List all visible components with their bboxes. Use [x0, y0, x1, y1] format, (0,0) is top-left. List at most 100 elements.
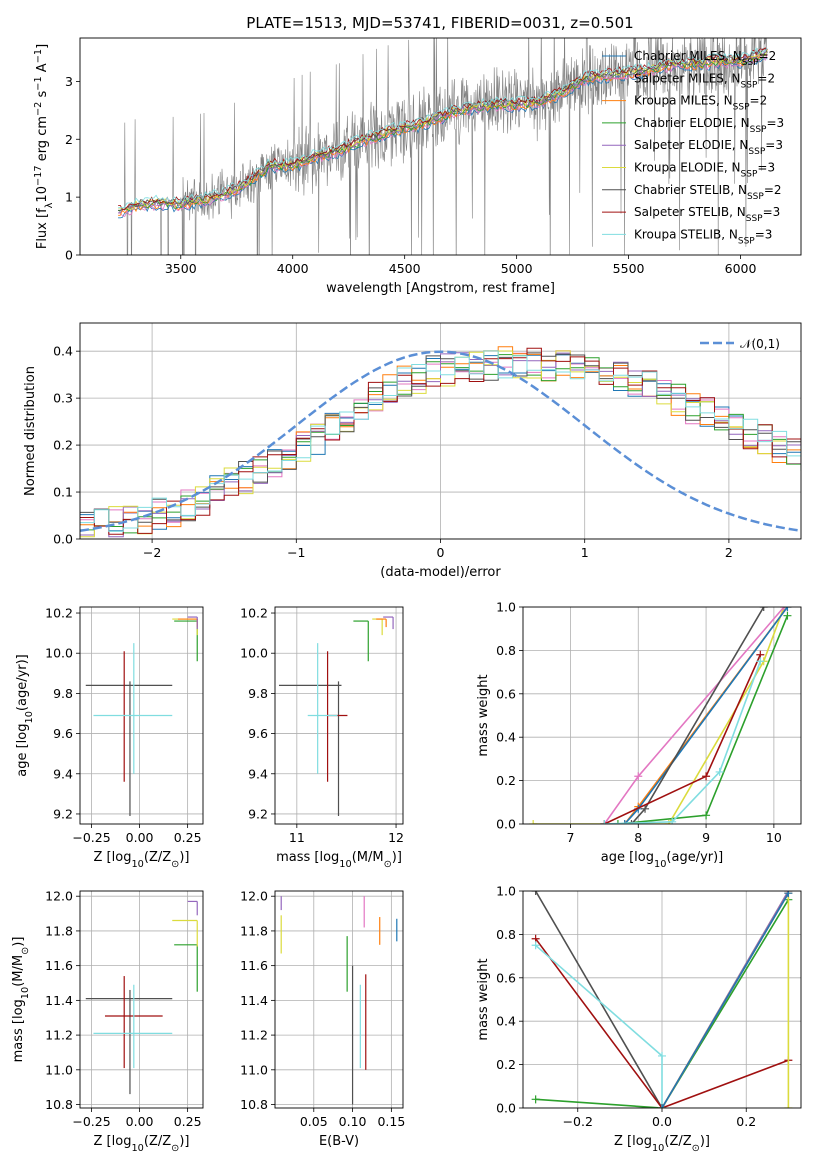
- y-tick-label: 0.4: [53, 344, 73, 359]
- y-tick-label: 11.4: [45, 993, 73, 1008]
- axes-frame: [522, 606, 802, 825]
- x-tick-label: 0: [437, 545, 445, 560]
- normal-legend-label: 𝒩(0,1): [740, 337, 780, 351]
- panel-spectrum: 3500 4000 4500 5000 5500 6000 0 1 2 3 wavelength […: [33, 37, 802, 296]
- x-tick-label: 4500: [389, 261, 421, 276]
- legend-label: Chabrier MILES, NSSP=2: [634, 49, 776, 68]
- legend-label: Kroupa STELIB, NSSP=3: [634, 227, 772, 246]
- x-tick-label: 6000: [725, 261, 757, 276]
- y-tick-label: 9.4: [248, 766, 268, 781]
- y-axis-label: Flux [fλ10−17 erg cm−2 s−1 A−1]: [33, 44, 55, 249]
- x-axis-label: Z [log10(Z/Z⊙)]: [94, 850, 190, 870]
- axes-frame: [79, 890, 204, 1109]
- plot-area: [117, 38, 768, 255]
- y-tick-label: 11.4: [240, 993, 268, 1008]
- x-tick-label: 10: [766, 830, 782, 845]
- legend-label: Kroupa ELODIE, NSSP=3: [634, 161, 775, 180]
- model-line-chabrier-miles: [118, 58, 768, 219]
- y-tick-label: 1.0: [496, 600, 516, 615]
- x-tick-label: −0.25: [72, 830, 110, 845]
- model-line-kroupa-elodie: [118, 49, 768, 211]
- y-tick-label: 0.0: [53, 532, 73, 547]
- y-tick-label: 9.6: [248, 726, 268, 741]
- axes-frame: [79, 606, 204, 825]
- plot-area: [275, 891, 403, 1108]
- legend-label: Salpeter MILES, NSSP=2: [634, 71, 775, 90]
- x-axis-label: age [log10(age/yr)]: [601, 850, 724, 870]
- x-tick-label: 0.0: [652, 1114, 672, 1129]
- y-tick-label: 11.2: [240, 1028, 268, 1043]
- mass-weight-marker-kroupa-stelib: [658, 1051, 666, 1060]
- y-axis-label: mass [log10(M/M⊙)]: [11, 937, 31, 1063]
- y-tick-label: 0.1: [53, 485, 73, 500]
- mass-weight-marker-chabrier-stelib: [531, 891, 540, 895]
- y-tick-label: 0.3: [53, 391, 73, 406]
- x-tick-label: −0.2: [563, 1114, 593, 1129]
- axes-frame: [274, 890, 404, 1109]
- mass-weight-marker-kroupa-elodie: [529, 820, 538, 824]
- plot-area: [275, 607, 403, 824]
- x-tick-label: 0.05: [300, 1114, 328, 1129]
- mass-weight-marker-salpeter-miles: [634, 772, 643, 781]
- x-tick-label: 0.00: [126, 830, 154, 845]
- y-tick-label: 0.2: [496, 1057, 516, 1072]
- mass-weight-line-chabrier-elodie: [535, 899, 790, 1108]
- x-axis-label: Z [log10(Z/Z⊙)]: [94, 1134, 190, 1154]
- y-tick-label: 0.6: [496, 686, 516, 701]
- mass-weight-marker-kroupa-elodie: [784, 1104, 793, 1108]
- y-tick-label: 9.8: [248, 686, 268, 701]
- x-tick-label: 0.2: [736, 1114, 756, 1129]
- mass-weight-marker-kroupa-stelib: [668, 817, 677, 824]
- plot-area: [80, 607, 203, 824]
- plot-area: [523, 607, 801, 824]
- y-tick-label: 0: [65, 248, 73, 263]
- x-axis-label: mass [log10(M/M⊙)]: [276, 850, 402, 870]
- y-tick-label: 12.0: [45, 889, 73, 904]
- x-tick-label: 0.10: [339, 1114, 367, 1129]
- y-tick-label: 10.2: [240, 606, 268, 621]
- figure-title: PLATE=1513, MJD=53741, FIBERID=0031, z=0…: [246, 14, 633, 32]
- panel-mass_weight_vs_z: −0.2 0.0 0.2 0.0 0.2 0.4 0.6 0.8 1.0 Z [log10(Z/Z…: [476, 884, 802, 1154]
- y-tick-label: 1: [65, 190, 73, 205]
- y-tick-label: 10.8: [45, 1097, 73, 1112]
- mass-weight-marker-chabrier-miles: [658, 1104, 666, 1108]
- residual-histogram-kroupa-stelib: [80, 350, 801, 532]
- mass-weight-marker-kroupa-stelib: [531, 941, 540, 950]
- axes-frame: [522, 890, 802, 1109]
- mass-weight-marker-chabrier-miles: [784, 891, 793, 898]
- y-tick-label: 11.2: [45, 1028, 73, 1043]
- x-tick-label: 0.15: [377, 1114, 405, 1129]
- y-tick-label: 9.2: [53, 806, 73, 821]
- x-tick-label: 8: [634, 830, 642, 845]
- panel-age_vs_z: −0.25 0.00 0.25 9.2 9.4 9.6 9.8 10.0 10.2 Z [log1…: [15, 606, 204, 870]
- x-axis-label: E(B-V): [319, 1134, 359, 1149]
- x-tick-label: 12: [388, 830, 404, 845]
- y-tick-label: 11.8: [240, 923, 268, 938]
- mass-weight-marker-chabrier-stelib: [627, 820, 636, 824]
- y-tick-label: 0.8: [496, 927, 516, 942]
- y-tick-label: 11.6: [240, 958, 268, 973]
- y-tick-label: 9.4: [53, 766, 73, 781]
- mass-weight-marker-chabrier-elodie: [531, 1095, 540, 1104]
- y-axis-label: Normed distribution: [23, 366, 38, 496]
- plot-area: [80, 891, 203, 1108]
- mass-weight-line-chabrier-miles: [661, 892, 790, 1108]
- mass-weight-marker-kroupa-stelib: [600, 820, 609, 824]
- y-tick-label: 0.8: [496, 643, 516, 658]
- y-tick-label: 9.6: [53, 726, 73, 741]
- x-tick-label: 2: [725, 545, 733, 560]
- mass-weight-marker-chabrier-elodie: [702, 811, 711, 820]
- axes-frame: [274, 606, 404, 825]
- x-axis-label: (data-model)/error: [380, 565, 501, 580]
- plot-area: [80, 323, 801, 539]
- plot-area: [523, 891, 801, 1108]
- x-tick-label: −2: [143, 545, 161, 560]
- model-line-chabrier-stelib: [118, 48, 768, 211]
- x-tick-label: −1: [287, 545, 305, 560]
- x-tick-label: 4000: [277, 261, 309, 276]
- axes-frame: [79, 322, 802, 540]
- y-tick-label: 11.6: [45, 958, 73, 973]
- y-axis-label: age [log10(age/yr)]: [15, 654, 35, 777]
